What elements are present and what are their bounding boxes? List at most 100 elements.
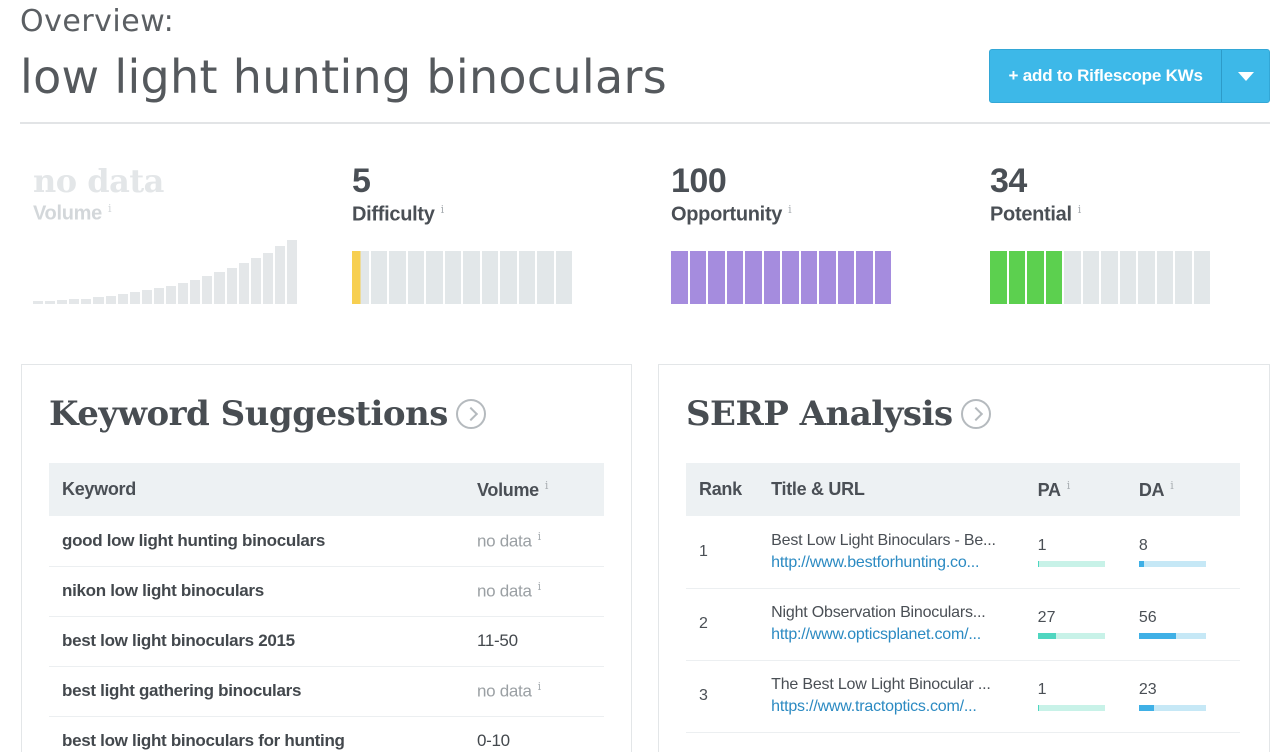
column-header-keyword[interactable]: Keyword [49,463,464,516]
rank-cell: 1 [686,516,772,589]
difficulty-segment [407,251,424,304]
da-cell: 8 [1138,516,1240,589]
table-row[interactable]: nikon low light binoculars no data i [49,566,604,617]
info-icon[interactable]: i [544,478,549,492]
volume-bar [202,276,213,304]
keyword-suggestions-title: Keyword Suggestions [49,394,486,434]
info-icon[interactable]: i [440,203,445,216]
volume-bar [178,282,189,304]
volume-cell: 11-50 [464,616,604,667]
volume-bar [274,246,285,304]
keyword-cell[interactable]: best low light binoculars for hunting [49,716,464,752]
da-bar-fill [1138,633,1177,639]
opportunity-segment [837,251,854,304]
table-row[interactable]: best low light binoculars for hunting 0-1… [49,716,604,752]
info-icon[interactable]: i [788,203,792,216]
table-row[interactable]: 3 The Best Low Light Binocular ... https:/… [686,660,1240,733]
table-row[interactable]: 1 Best Low Light Binoculars - Be... http:/… [686,516,1240,589]
metric-potential: 34 Potential i [990,162,1280,227]
pa-bar [1037,705,1105,711]
pa-cell: 1 [1037,516,1139,589]
pa-cell: 27 [1037,588,1139,661]
difficulty-label: Difficulty i [352,203,642,227]
metric-volume: no data Volume i [33,162,323,226]
column-header-title-url[interactable]: Title & URL [771,463,1038,516]
serp-analysis-table: Rank Title & URL PA i DA i 1 Best Low Light… [686,463,1240,733]
volume-cell-text: no data [477,531,532,551]
column-header-volume-text: Volume [477,479,539,500]
column-header-rank[interactable]: Rank [686,463,772,516]
volume-label: Volume i [33,202,323,226]
rank-cell: 3 [686,660,772,733]
keyword-cell[interactable]: best low light binoculars 2015 [49,616,464,667]
circle-arrow-right-icon[interactable] [960,399,991,429]
volume-bar [33,301,44,304]
table-row[interactable]: best low light binoculars 2015 11-50 [49,616,604,667]
opportunity-segment [671,251,688,304]
add-to-list-button[interactable]: + add to Riflescope KWs [990,50,1221,102]
keyword-suggestions-title-text: Keyword Suggestions [49,394,448,434]
caret-down-icon [1237,71,1254,81]
difficulty-segment [370,251,387,304]
metric-opportunity: 100 Opportunity i [671,162,961,227]
pa-bar [1037,633,1105,639]
serp-analysis-title-text: SERP Analysis [686,394,953,434]
result-title: Night Observation Binoculars... [771,604,986,621]
potential-label: Potential i [990,203,1280,227]
opportunity-segment [782,251,799,304]
info-icon[interactable]: i [537,580,542,594]
volume-bar [238,263,249,304]
potential-segment [1175,251,1192,304]
volume-bar [153,288,165,304]
volume-chart [33,236,298,304]
volume-bar [105,295,116,304]
title-url-cell: Night Observation Binoculars... http://ww… [771,588,1038,661]
opportunity-label-text: Opportunity [671,203,783,226]
volume-bar [81,298,92,304]
info-icon[interactable]: i [107,202,112,215]
table-header-row: Keyword Volume i [49,463,604,516]
pa-value: 27 [1037,609,1056,626]
keyword-cell[interactable]: nikon low light binoculars [49,566,464,617]
result-url-link[interactable]: http://www.bestforhunting.co... [771,553,980,571]
difficulty-segment [537,251,554,304]
table-header-row: Rank Title & URL PA i DA i [686,463,1240,516]
title-url-cell: Best Low Light Binoculars - Be... http://… [771,516,1038,589]
info-icon[interactable]: i [537,529,542,543]
result-url-link[interactable]: https://www.tractoptics.com/... [771,698,977,715]
volume-bar [190,279,201,304]
info-icon[interactable]: i [1077,203,1082,216]
volume-value: no data [33,162,164,200]
opportunity-meter [671,251,891,304]
potential-segment [1082,251,1099,304]
potential-segment [1138,251,1155,304]
volume-cell-text: no data [477,581,532,601]
serp-analysis-title: SERP Analysis [686,394,991,434]
circle-arrow-right-icon[interactable] [455,399,486,429]
pa-cell: 1 [1037,660,1139,733]
header-divider [20,122,1270,124]
pa-bar-fill [1037,560,1039,567]
potential-segment [1101,251,1118,304]
volume-bar [262,253,273,304]
keyword-cell[interactable]: best light gathering binoculars [49,666,464,717]
keyword-cell[interactable]: good low light hunting binoculars [49,516,464,567]
column-header-pa[interactable]: PA i [1037,463,1139,516]
volume-bar [45,300,56,304]
info-icon[interactable]: i [1170,478,1174,492]
column-header-volume[interactable]: Volume i [464,463,604,516]
volume-bar [141,290,152,304]
potential-meter [990,251,1210,304]
table-row[interactable]: 2 Night Observation Binoculars... http://w… [686,588,1240,661]
column-header-da[interactable]: DA i [1138,463,1240,516]
info-icon[interactable]: i [537,680,542,694]
volume-bar [166,285,177,304]
title-url-cell: The Best Low Light Binocular ... https://… [771,660,1038,733]
info-icon[interactable]: i [1066,478,1071,492]
list-dropdown-toggle[interactable] [1221,50,1269,102]
table-row[interactable]: best light gathering binoculars no data i [49,666,604,717]
result-url-link[interactable]: http://www.opticsplanet.com/... [771,626,982,643]
da-cell: 23 [1138,660,1240,733]
potential-segment [1156,251,1173,304]
table-row[interactable]: good low light hunting binoculars no data… [49,516,604,567]
